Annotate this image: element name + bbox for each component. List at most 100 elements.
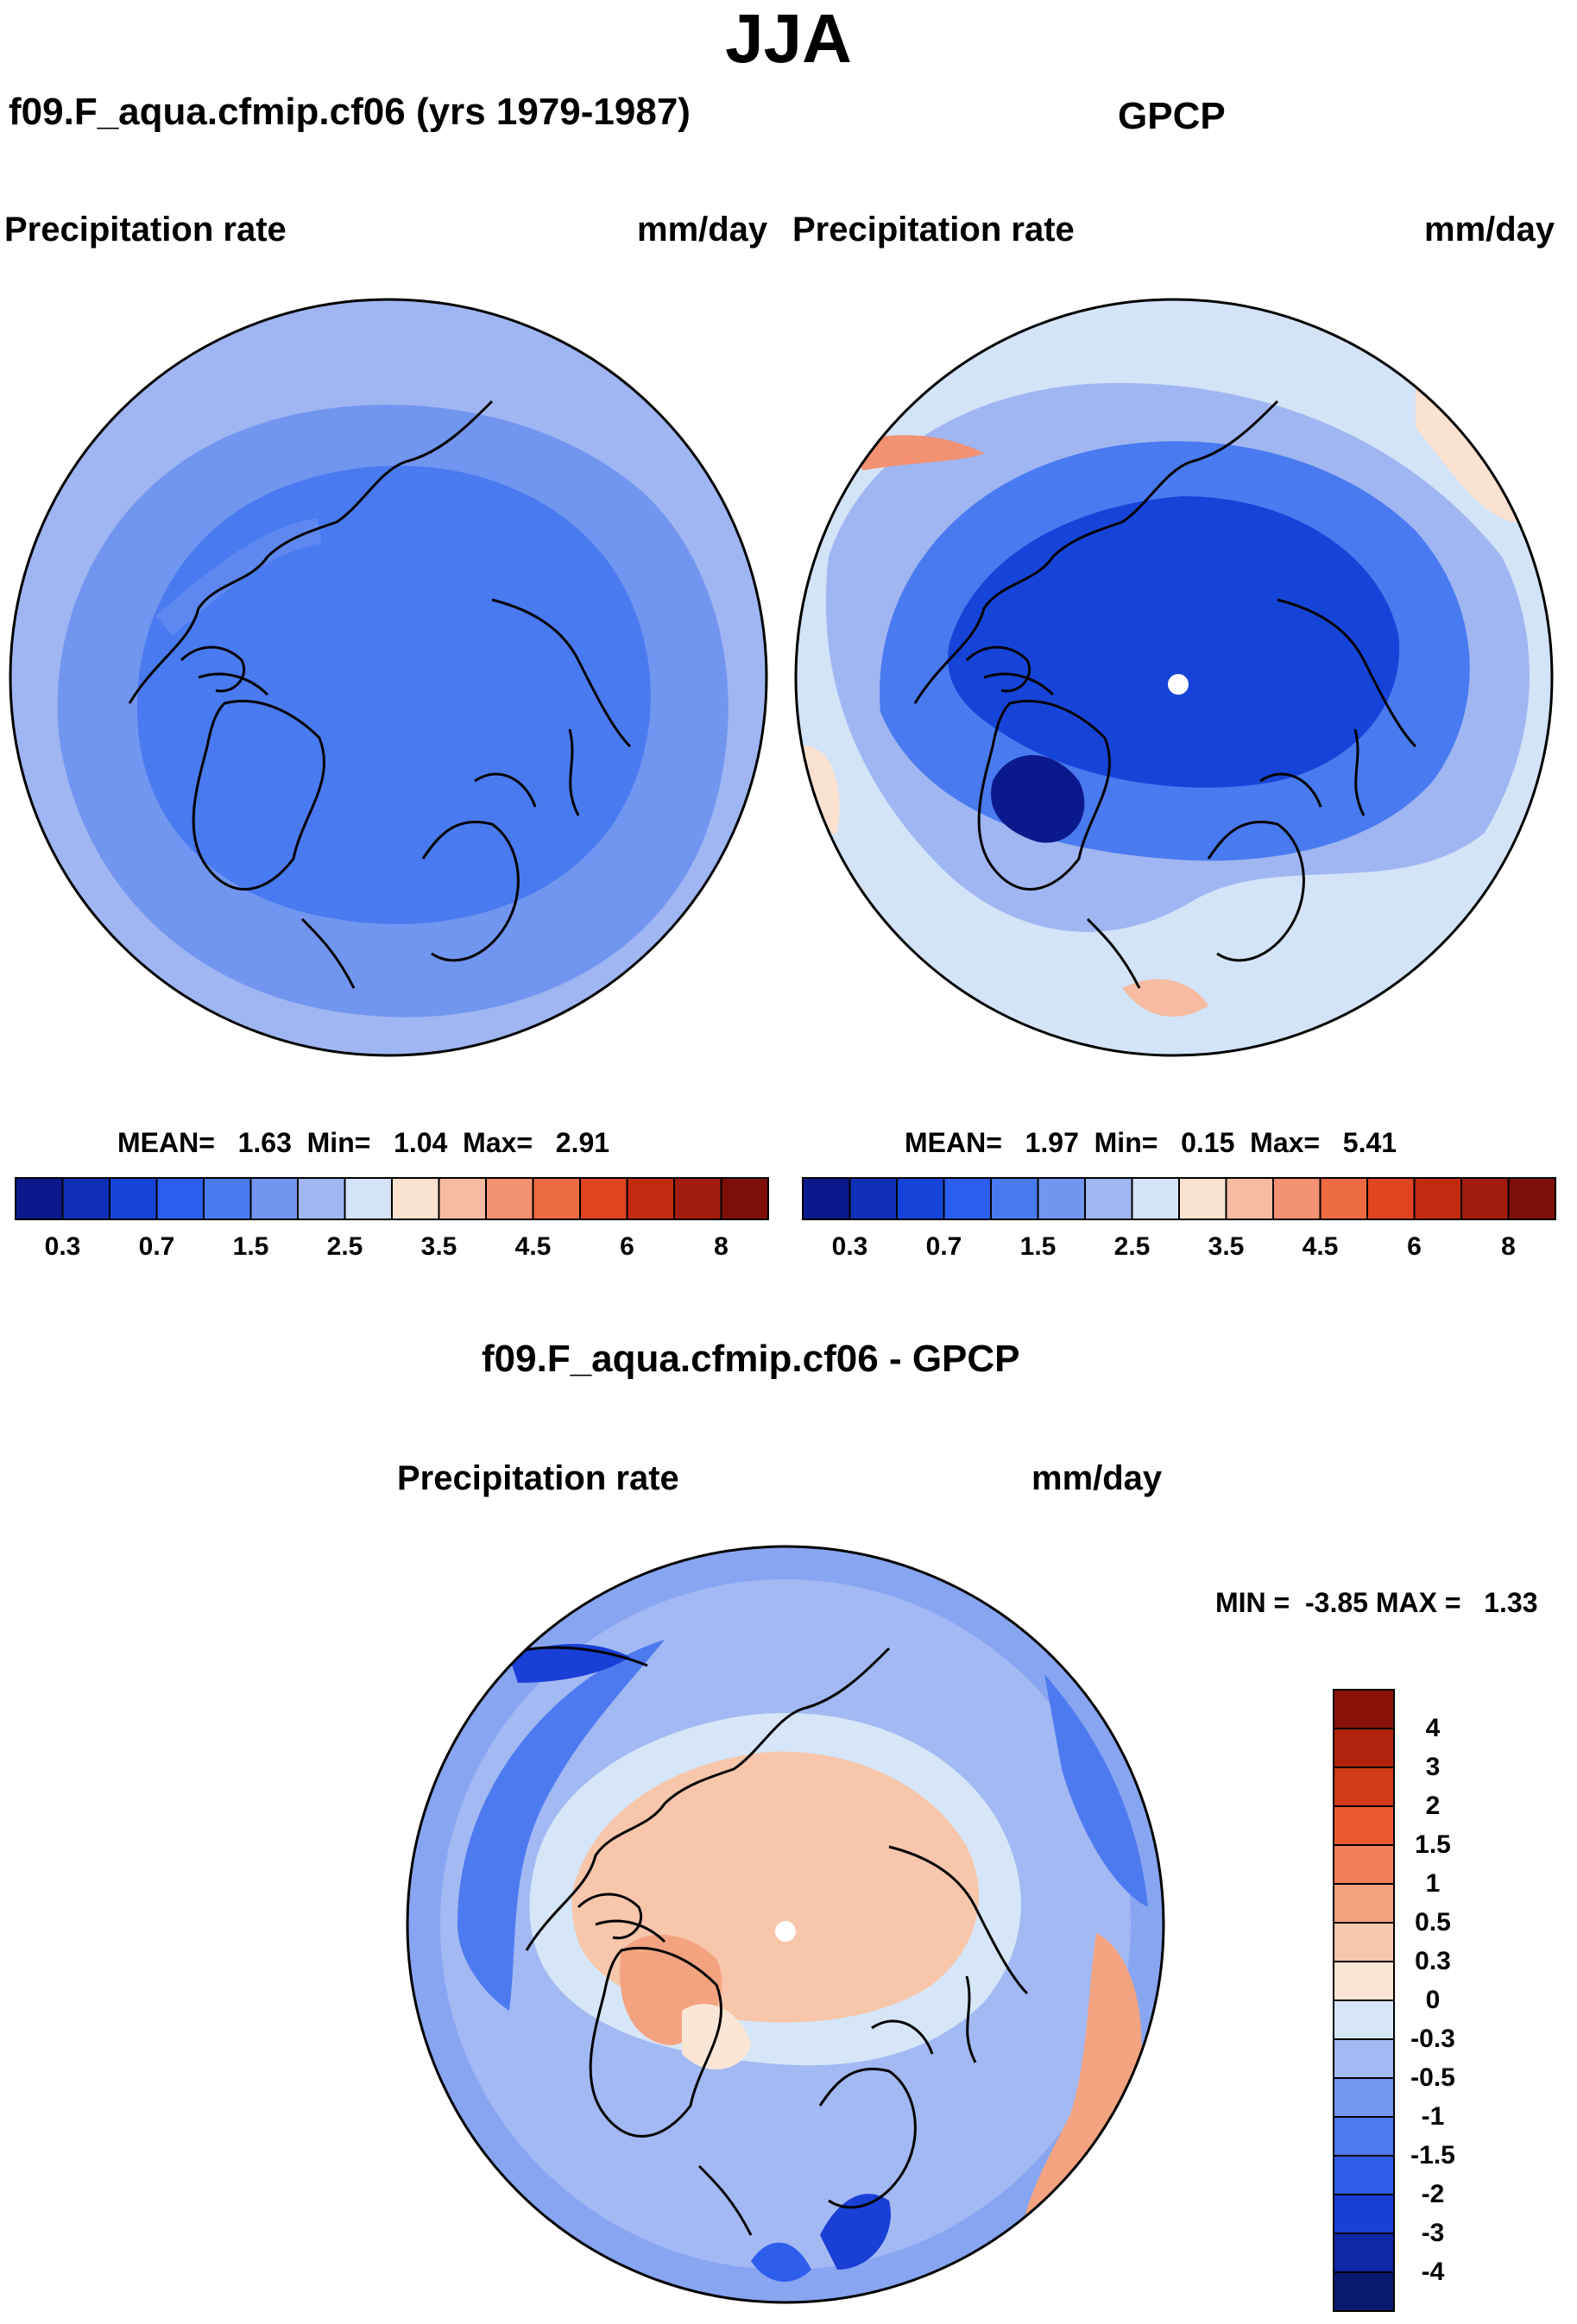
diff-colorbar-tick-label: 1.5	[1415, 1830, 1451, 1859]
obs-colorbar-tick-label: 3.5	[1208, 1232, 1245, 1261]
obs-colorbar-tick-label: 0.7	[925, 1232, 962, 1261]
model-colorbar-swatch-15	[720, 1177, 769, 1220]
diff-colorbar-tick-label: -1	[1421, 2102, 1445, 2131]
diff-colorbar-tick-label: -0.3	[1410, 2025, 1455, 2053]
model-colorbar-tick-label: 0.3	[44, 1232, 81, 1261]
model-colorbar-swatch-12	[579, 1177, 628, 1220]
obs-colorbar-swatch-3	[943, 1177, 992, 1220]
model-colorbar-swatch-14	[673, 1177, 722, 1220]
diff-pole-marker	[775, 1921, 796, 1942]
diff-colorbar-tick-label: 0.3	[1415, 1947, 1451, 1975]
obs-colorbar-tick-label: 2.5	[1113, 1232, 1151, 1261]
diff-colorbar-swatch-9	[1333, 1922, 1395, 1962]
diff-colorbar-tick-label: -3	[1421, 2219, 1445, 2247]
diff-colorbar	[1333, 1689, 1395, 2312]
diff-colorbar-swatch-0	[1333, 2271, 1395, 2312]
obs-coastlines	[913, 400, 1417, 989]
obs-colorbar-swatch-5	[1037, 1177, 1086, 1220]
diff-colorbar-swatch-3	[1333, 2155, 1395, 2195]
model-colorbar-swatch-0	[15, 1177, 64, 1220]
model-colorbar-swatch-6	[297, 1177, 346, 1220]
diff-colorbar-swatch-6	[1333, 2038, 1395, 2079]
obs-colorbar-swatch-12	[1366, 1177, 1416, 1220]
obs-colorbar-ticks: 0.3 0.7 1.5 2.5 3.5 4.5 6 8	[803, 1232, 1555, 1267]
model-colorbar-swatch-7	[344, 1177, 393, 1220]
diff-colorbar-tick-label: 0.5	[1415, 1908, 1451, 1937]
figure-title: JJA	[725, 0, 852, 77]
obs-colorbar-tick-label: 0.3	[831, 1232, 868, 1261]
diff-colorbar-swatch-14	[1333, 1728, 1395, 1768]
obs-field-pacific-max	[846, 435, 984, 470]
model-colorbar-swatch-5	[249, 1177, 299, 1220]
diff-colorbar-swatch-11	[1333, 1844, 1395, 1885]
model-colorbar-tick-label: 1.5	[232, 1232, 269, 1261]
obs-colorbar-swatch-15	[1507, 1177, 1556, 1220]
diff-polar-map	[406, 1545, 1165, 2304]
obs-panel-title: GPCP	[1118, 95, 1226, 137]
obs-colorbar-tick-label: 4.5	[1302, 1232, 1339, 1261]
diff-colorbar-tick-label: 2	[1425, 1792, 1441, 1820]
diff-colorbar-tick-label: 1	[1425, 1869, 1441, 1898]
model-colorbar-tick-label: 2.5	[326, 1232, 363, 1261]
diff-panel-title: f09.F_aqua.cfmip.cf06 - GPCP	[482, 1338, 1020, 1380]
model-colorbar-swatch-11	[532, 1177, 581, 1220]
diff-colorbar-tick-label: -2	[1421, 2180, 1445, 2208]
model-colorbar-swatch-10	[485, 1177, 534, 1220]
model-coastlines	[128, 400, 632, 989]
obs-colorbar-swatch-8	[1178, 1177, 1227, 1220]
obs-field-greenland-min	[991, 755, 1085, 843]
model-panel-title: f09.F_aqua.cfmip.cf06 (yrs 1979-1987)	[9, 91, 691, 133]
model-stats: MEAN= 1.63 Min= 1.04 Max= 2.91	[117, 1127, 610, 1158]
diff-colorbar-tick-label: -1.5	[1410, 2141, 1455, 2170]
diff-colorbar-tick-label: -4	[1421, 2258, 1445, 2286]
diff-colorbar-swatch-4	[1333, 2116, 1395, 2157]
obs-colorbar-swatch-13	[1413, 1177, 1462, 1220]
diff-variable-label: Precipitation rate	[397, 1459, 679, 1497]
obs-pole-marker	[1168, 674, 1189, 695]
obs-colorbar-swatch-4	[990, 1177, 1039, 1220]
obs-colorbar-swatch-11	[1319, 1177, 1368, 1220]
model-colorbar-tick-label: 4.5	[514, 1232, 552, 1261]
model-colorbar-swatch-3	[155, 1177, 205, 1220]
diff-colorbar-swatch-7	[1333, 2000, 1395, 2040]
diff-colorbar-swatch-15	[1333, 1689, 1395, 1729]
obs-colorbar-swatch-6	[1084, 1177, 1133, 1220]
diff-colorbar-swatch-5	[1333, 2077, 1395, 2118]
model-colorbar-tick-label: 0.7	[138, 1232, 175, 1261]
obs-colorbar-swatch-9	[1225, 1177, 1274, 1220]
obs-field-europe-max	[1122, 979, 1208, 1017]
model-colorbar-swatch-1	[61, 1177, 110, 1220]
diff-colorbar-tick-label: 0	[1425, 1986, 1441, 2014]
diff-colorbar-tick-label: 3	[1425, 1753, 1441, 1781]
diff-units-label: mm/day	[1031, 1459, 1163, 1497]
model-colorbar-tick-label: 6	[620, 1232, 634, 1261]
diff-colorbar-swatch-2	[1333, 2194, 1395, 2234]
obs-colorbar-swatch-7	[1131, 1177, 1180, 1220]
obs-colorbar-swatch-10	[1272, 1177, 1322, 1220]
obs-polar-map	[794, 298, 1554, 1057]
model-colorbar-swatch-2	[109, 1177, 158, 1220]
obs-colorbar-tick-label: 8	[1501, 1232, 1516, 1261]
diff-colorbar-swatch-10	[1333, 1883, 1395, 1924]
obs-stats: MEAN= 1.97 Min= 0.15 Max= 5.41	[905, 1127, 1397, 1158]
obs-colorbar-swatch-1	[848, 1177, 898, 1220]
obs-colorbar-swatch-0	[802, 1177, 851, 1220]
diff-stats: MIN = -3.85 MAX = 1.33	[1215, 1587, 1538, 1618]
model-colorbar-swatch-9	[438, 1177, 487, 1220]
model-field-inner	[136, 465, 651, 924]
diff-colorbar-tick-label: -0.5	[1410, 2063, 1455, 2092]
model-variable-label: Precipitation rate	[4, 211, 287, 249]
model-colorbar-swatch-4	[203, 1177, 252, 1220]
obs-colorbar-swatch-2	[896, 1177, 945, 1220]
diff-field-east-max	[1022, 1933, 1142, 2252]
obs-colorbar-swatch-14	[1460, 1177, 1510, 1220]
model-colorbar-swatch-8	[391, 1177, 440, 1220]
diff-colorbar-swatch-1	[1333, 2233, 1395, 2273]
diff-colorbar-ticks: 4 3 2 1.5 1 0.5 0.3 0 -0.3 -0.5 -1 -1.5 -2 -3 -4	[1403, 1690, 1463, 2311]
model-colorbar-tick-label: 3.5	[420, 1232, 457, 1261]
model-polar-map	[9, 298, 768, 1057]
diff-colorbar-swatch-13	[1333, 1767, 1395, 1807]
model-units-label: mm/day	[637, 211, 768, 249]
diff-colorbar-swatch-12	[1333, 1805, 1395, 1846]
obs-colorbar-tick-label: 1.5	[1019, 1232, 1057, 1261]
